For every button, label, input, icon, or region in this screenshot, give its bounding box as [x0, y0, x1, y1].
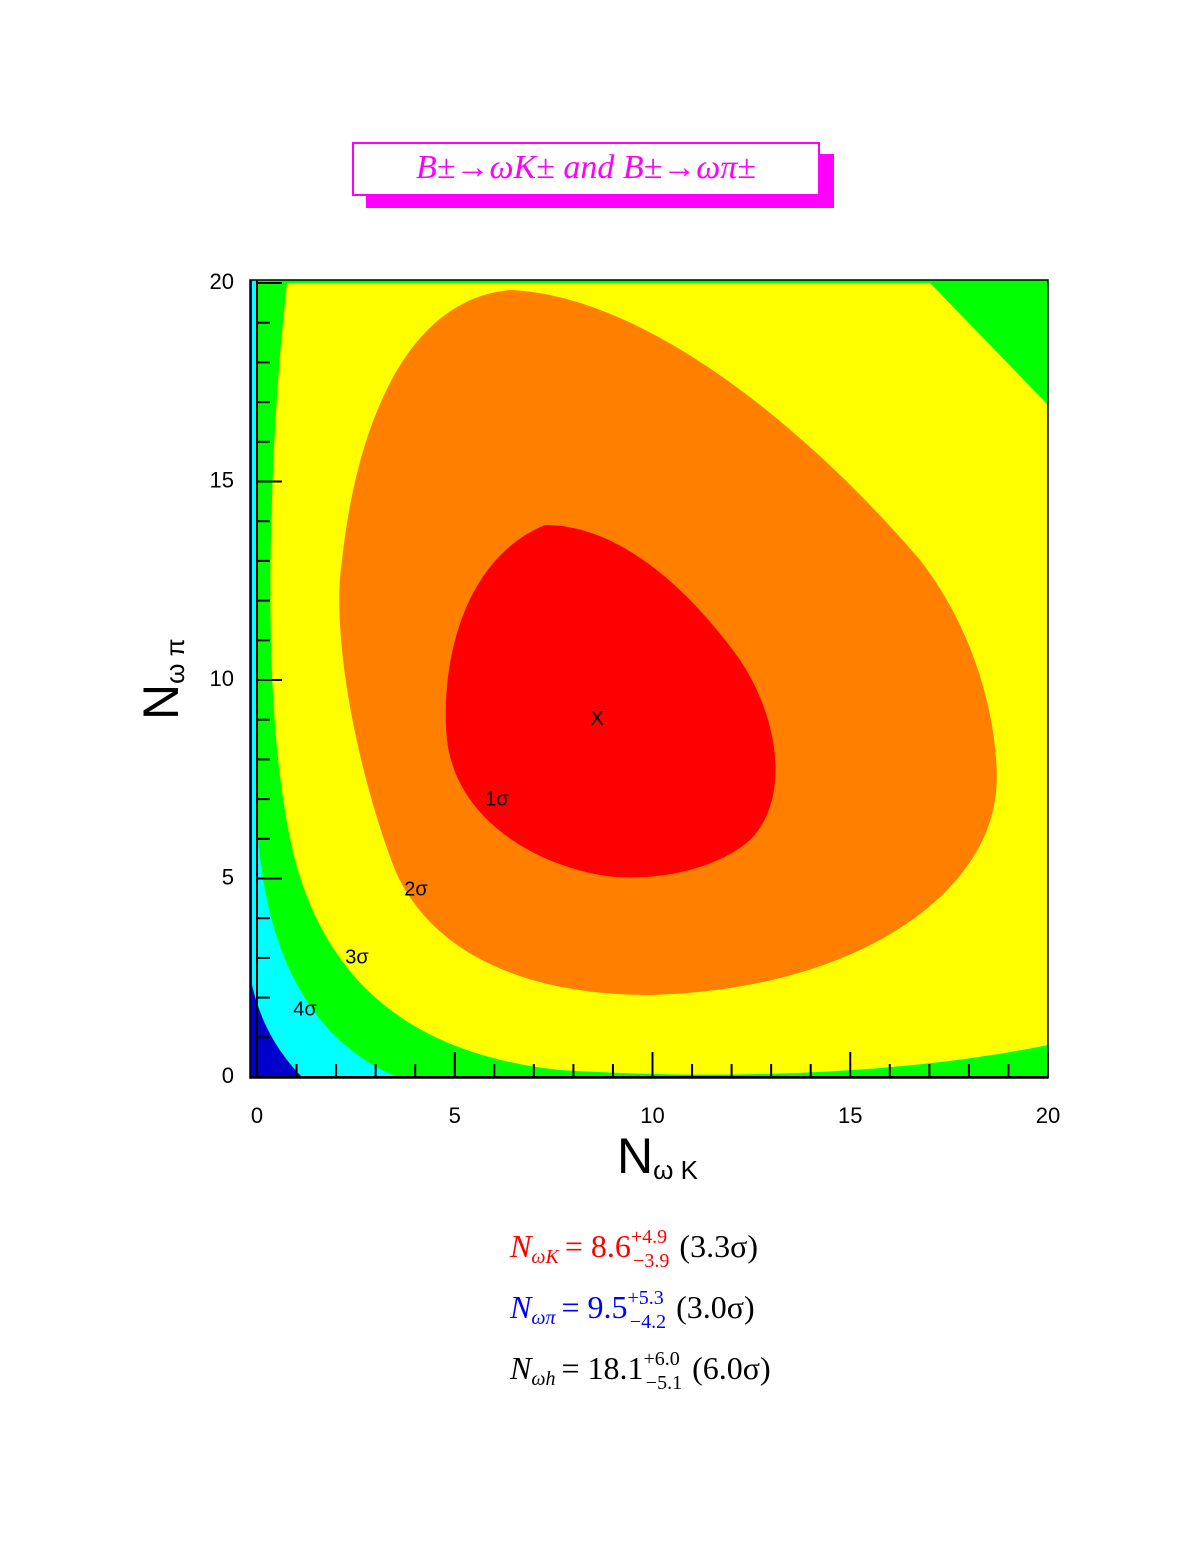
result-value: = 18.1: [561, 1350, 643, 1386]
result-significance: (3.0σ): [676, 1289, 755, 1325]
result-minus: −5.1: [646, 1372, 682, 1394]
y-axis-subscript: ω π: [160, 638, 190, 683]
result-plus: +4.9: [631, 1226, 667, 1248]
x-axis-symbol: N: [617, 1128, 653, 1184]
contour-label: 4σ: [293, 998, 317, 1020]
axes: 0 5 10 15 20 0 5 10 15 20: [210, 269, 1061, 1128]
x-tick-label: 10: [640, 1103, 664, 1128]
result-subscript: ωh: [531, 1368, 555, 1390]
result-plus: +6.0: [644, 1348, 680, 1370]
best-fit-marker: X: [590, 708, 603, 730]
result-subscript: ωπ: [531, 1307, 556, 1329]
contour-label: 1σ: [485, 788, 509, 810]
contour-region: [445, 525, 776, 878]
x-tick-label: 0: [251, 1103, 263, 1128]
result-plus: +5.3: [628, 1287, 664, 1309]
y-tick-label: 15: [210, 467, 234, 492]
x-axis-subscript: ω K: [653, 1155, 699, 1185]
result-symbol: N: [509, 1350, 533, 1386]
x-tick-label: 5: [449, 1103, 461, 1128]
result-minus: −3.9: [633, 1250, 669, 1272]
result-line: NωK = 8.6+4.9 −3.9 (3.3σ): [509, 1226, 758, 1272]
x-axis-label: Nω K: [617, 1128, 699, 1185]
result-significance: (3.3σ): [679, 1228, 758, 1264]
y-tick-label: 5: [222, 864, 234, 889]
result-significance: (6.0σ): [692, 1350, 771, 1386]
chart-title: B±→ωK± and B±→ωπ±: [416, 149, 756, 186]
y-axis-label: Nω π: [133, 638, 190, 720]
result-value: = 9.5: [561, 1289, 627, 1325]
y-tick-label: 0: [222, 1063, 234, 1088]
results: NωK = 8.6+4.9 −3.9 (3.3σ) Nωπ = 9.5+5.3 −4.2 (3…: [509, 1226, 771, 1394]
title-box: [352, 142, 820, 196]
y-tick-label: 10: [210, 666, 234, 691]
y-tick-label: 20: [210, 269, 234, 294]
contour-regions: 1σ 2σ 3σ 4σ X: [250, 280, 1048, 1078]
x-tick-label: 20: [1036, 1103, 1060, 1128]
result-value: = 8.6: [565, 1228, 631, 1264]
result-minus: −4.2: [630, 1311, 666, 1333]
result-subscript: ωK: [531, 1246, 560, 1268]
contour-label: 3σ: [345, 946, 369, 968]
contour-label: 2σ: [404, 878, 428, 900]
result-line: Nωh = 18.1+6.0 −5.1 (6.0σ): [509, 1348, 771, 1394]
y-axis-symbol: N: [133, 684, 189, 720]
result-symbol: N: [509, 1228, 533, 1264]
result-symbol: N: [509, 1289, 533, 1325]
x-tick-label: 15: [838, 1103, 862, 1128]
result-line: Nωπ = 9.5+5.3 −4.2 (3.0σ): [509, 1287, 755, 1333]
